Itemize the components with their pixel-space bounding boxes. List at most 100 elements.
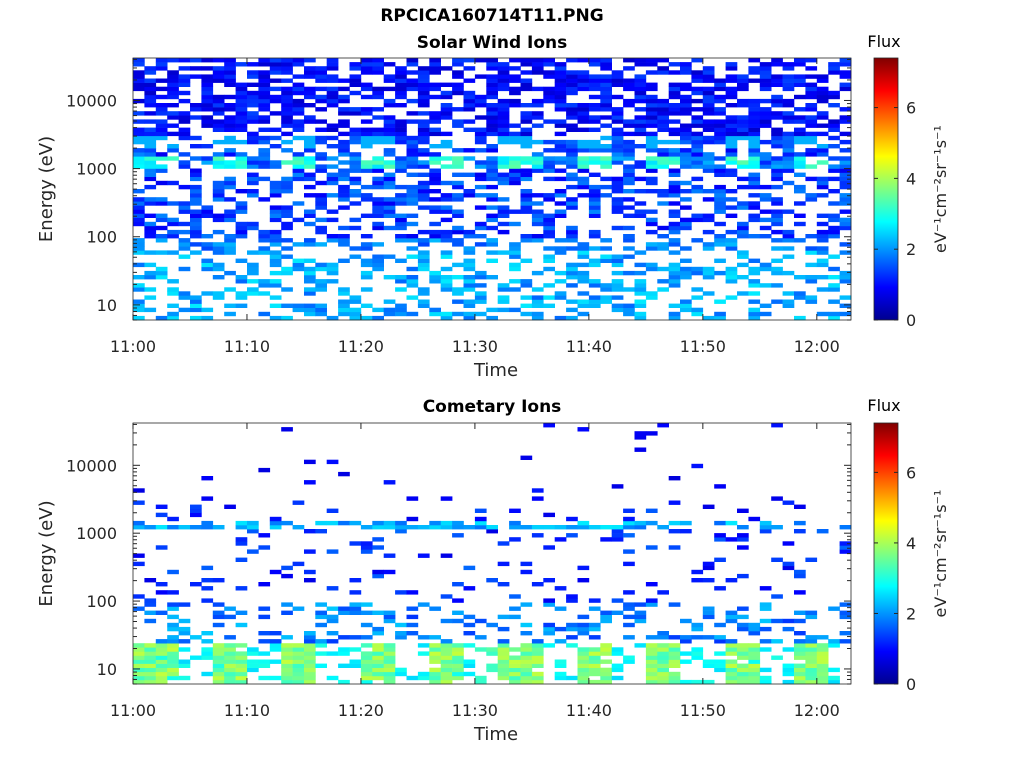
heatmap-cell: [474, 618, 487, 624]
heatmap-cell: [417, 123, 430, 128]
heatmap-cell: [816, 275, 829, 280]
heatmap-cell: [588, 671, 601, 677]
heatmap-cell: [657, 631, 669, 636]
heatmap-cell: [212, 160, 225, 165]
heatmap-cell: [395, 622, 407, 628]
heatmap-cell: [486, 315, 498, 321]
heatmap-cell: [509, 594, 521, 599]
heatmap-cell: [463, 103, 476, 108]
heatmap-cell: [566, 229, 578, 235]
heatmap-cell: [486, 160, 498, 165]
heatmap-cell: [338, 205, 350, 210]
heatmap-cell: [133, 111, 145, 116]
heatmap-cell: [395, 66, 407, 71]
heatmap-cell: [680, 98, 692, 104]
heatmap-cell: [201, 234, 214, 239]
heatmap-cell: [634, 131, 647, 137]
heatmap-cell: [452, 655, 464, 660]
heatmap-cell: [828, 90, 840, 96]
heatmap-cell: [509, 172, 521, 177]
heatmap-cell: [463, 303, 476, 308]
heatmap-cell: [201, 671, 214, 677]
heatmap-cell: [509, 86, 521, 92]
heatmap-cell: [440, 115, 453, 120]
heatmap-cell: [395, 307, 407, 313]
heatmap-cell: [235, 139, 248, 145]
heatmap-cell: [668, 139, 681, 145]
heatmap-cell: [668, 172, 681, 177]
heatmap-cell: [429, 520, 441, 526]
heatmap-cell: [737, 573, 749, 579]
heatmap-cell: [714, 205, 726, 210]
heatmap-cell: [748, 307, 761, 313]
heatmap-cell: [258, 86, 271, 92]
heatmap-cell: [133, 561, 145, 567]
heatmap-cell: [805, 94, 818, 100]
heatmap-cell: [680, 164, 692, 169]
heatmap-cell: [588, 156, 601, 161]
heatmap-cell: [338, 606, 350, 611]
heatmap-cell: [474, 275, 487, 280]
heatmap-cell: [759, 209, 772, 214]
heatmap-cell: [759, 193, 772, 198]
heatmap-cell: [133, 82, 145, 87]
heatmap-cell: [383, 299, 396, 304]
heatmap-cell: [680, 103, 692, 108]
heatmap-cell: [566, 82, 578, 87]
heatmap-cell: [691, 238, 704, 243]
heatmap-cell: [258, 582, 271, 587]
heatmap-cell: [269, 254, 282, 259]
heatmap-cell: [144, 610, 157, 615]
heatmap-cell: [714, 156, 726, 161]
heatmap-cell: [372, 115, 384, 120]
heatmap-cell: [737, 675, 749, 681]
heatmap-cell: [657, 107, 669, 112]
heatmap-cell: [372, 131, 384, 137]
heatmap-cell: [702, 565, 715, 571]
heatmap-cell: [372, 315, 384, 321]
heatmap-cell: [292, 123, 305, 128]
heatmap-cell: [600, 94, 612, 100]
heatmap-cell: [691, 213, 704, 218]
heatmap-cell: [828, 201, 840, 206]
heatmap-cell: [304, 639, 316, 644]
heatmap-cell: [486, 119, 498, 124]
heatmap-cell: [315, 127, 327, 132]
heatmap-cell: [748, 258, 761, 263]
heatmap-cell: [167, 626, 179, 632]
heatmap-cell: [668, 127, 681, 132]
heatmap-cell: [794, 295, 806, 300]
heatmap-cell: [201, 315, 214, 321]
heatmap-cell: [668, 180, 681, 186]
heatmap-cell: [759, 283, 772, 288]
heatmap-cell: [452, 209, 464, 214]
heatmap-cell: [702, 266, 715, 272]
heatmap-cell: [144, 168, 157, 173]
heatmap-cell: [429, 279, 441, 284]
heatmap-cell: [474, 74, 487, 79]
x-tick-label: 12:00: [794, 701, 840, 720]
heatmap-cell: [224, 82, 236, 87]
heatmap-cell: [395, 311, 407, 317]
heatmap-cell: [315, 663, 327, 668]
heatmap-cell: [360, 262, 373, 268]
heatmap-cell: [611, 663, 624, 668]
heatmap-cell: [828, 127, 840, 132]
heatmap-cell: [816, 663, 829, 668]
heatmap-cell: [167, 94, 179, 100]
heatmap-cell: [338, 86, 350, 92]
heatmap-cell: [360, 184, 373, 190]
heatmap-cell: [759, 303, 772, 308]
heatmap-cell: [497, 103, 510, 108]
colorbar-tick-label: 2: [906, 240, 916, 259]
heatmap-cell: [805, 262, 818, 268]
heatmap-cell: [372, 569, 384, 575]
heatmap-cell: [417, 254, 430, 259]
heatmap-cell: [816, 238, 829, 243]
heatmap-cell: [315, 98, 327, 104]
heatmap-cell: [144, 82, 157, 87]
heatmap-cell: [144, 643, 157, 648]
heatmap-cell: [167, 86, 179, 92]
heatmap-cell: [816, 193, 829, 198]
heatmap-cell: [224, 139, 236, 145]
